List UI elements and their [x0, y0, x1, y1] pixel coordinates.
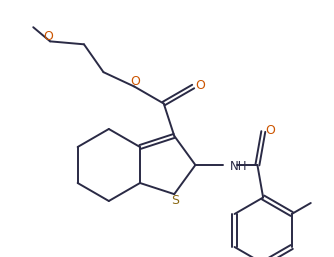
Text: O: O: [195, 79, 205, 92]
Text: NH: NH: [229, 160, 247, 172]
Text: O: O: [130, 75, 140, 88]
Text: S: S: [171, 194, 179, 207]
Text: O: O: [43, 30, 53, 43]
Text: O: O: [266, 124, 275, 137]
